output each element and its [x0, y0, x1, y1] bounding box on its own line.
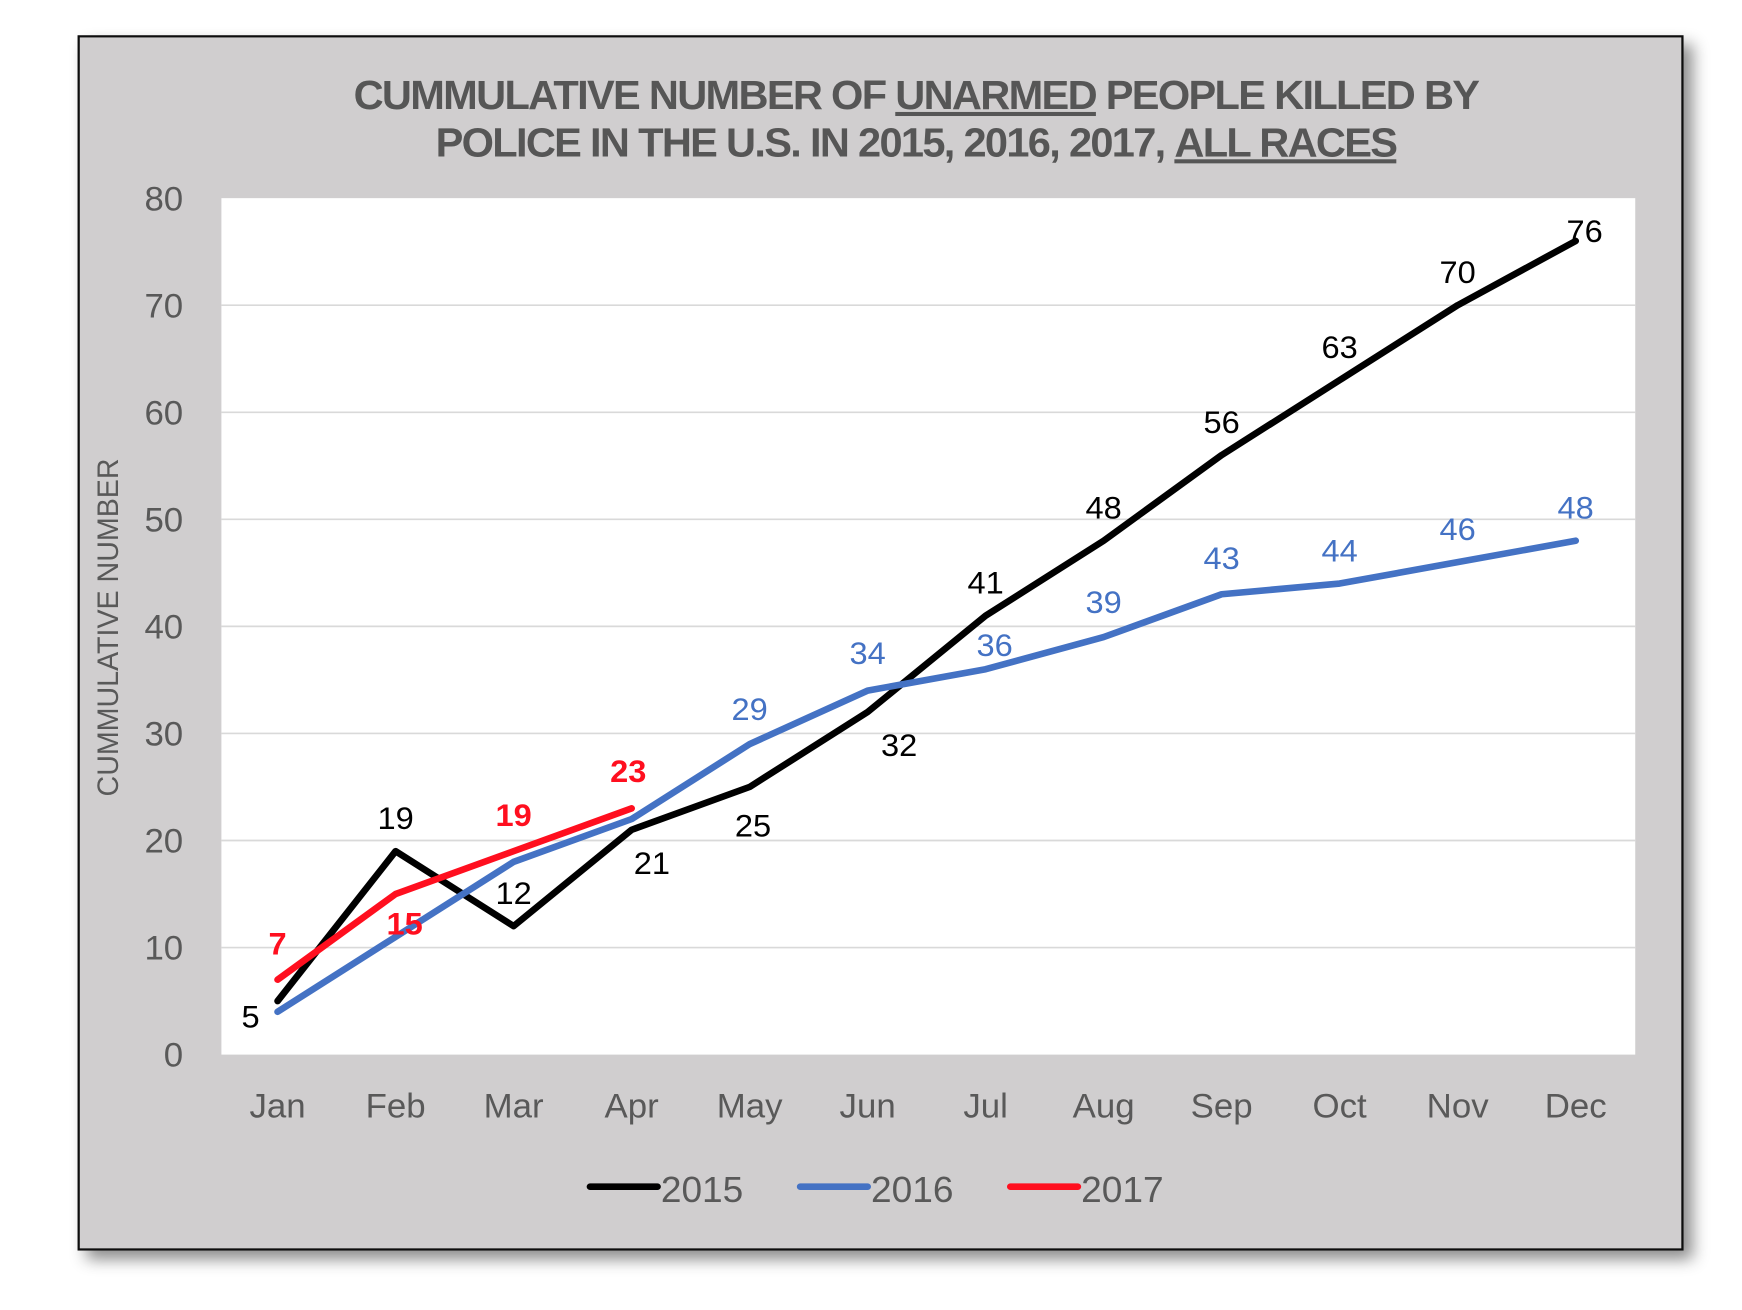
- data-label-2017: 7: [269, 926, 287, 962]
- data-label-2015: 76: [1567, 213, 1603, 249]
- y-axis-label: CUMMULATIVE NUMBER: [93, 458, 125, 796]
- data-label-2017: 15: [386, 906, 422, 942]
- title-part: POLICE IN THE U.S. IN 2015, 2016, 2017,: [436, 120, 1175, 166]
- x-tick-label: Sep: [1191, 1088, 1253, 1126]
- data-label-2015: 32: [881, 727, 917, 763]
- x-tick-label: May: [717, 1088, 784, 1126]
- x-tick-label: Nov: [1427, 1088, 1490, 1126]
- legend-label-2017: 2017: [1081, 1169, 1163, 1210]
- y-tick-label: 80: [144, 181, 183, 219]
- y-tick-label: 10: [144, 930, 183, 968]
- x-tick-label: Mar: [484, 1088, 544, 1126]
- data-label-2015: 63: [1322, 329, 1358, 365]
- y-tick-label: 30: [144, 716, 183, 754]
- x-tick-label: Dec: [1545, 1088, 1607, 1126]
- series-line-2015: [274, 237, 1580, 1005]
- title-part: CUMMULATIVE NUMBER OF: [354, 72, 896, 118]
- series-line-2016: [274, 537, 1580, 1016]
- title-part: PEOPLE KILLED BY: [1096, 72, 1480, 118]
- x-tick-label: Aug: [1073, 1088, 1135, 1126]
- data-label-2015: 19: [377, 800, 413, 836]
- data-label-2016: 29: [731, 691, 767, 727]
- data-label-2016: 43: [1204, 540, 1240, 576]
- data-label-2015: 48: [1086, 490, 1122, 526]
- y-tick-label: 60: [144, 395, 183, 433]
- chart-title-line2: POLICE IN THE U.S. IN 2015, 2016, 2017, …: [436, 120, 1397, 166]
- data-label-2015: 25: [735, 808, 771, 844]
- data-label-2015: 12: [495, 875, 531, 911]
- legend-label-2016: 2016: [871, 1169, 953, 1210]
- title-part: UNARMED: [895, 72, 1096, 118]
- y-tick-label: 40: [144, 609, 183, 647]
- data-label-2015: 56: [1204, 404, 1240, 440]
- chart-title-line1: CUMMULATIVE NUMBER OF UNARMED PEOPLE KIL…: [354, 72, 1480, 118]
- y-tick-label: 50: [144, 502, 183, 540]
- data-label-2017: 19: [495, 797, 531, 833]
- data-label-2016: 44: [1322, 533, 1358, 569]
- legend-label-2015: 2015: [661, 1169, 743, 1210]
- y-tick-label: 0: [164, 1037, 183, 1075]
- x-tick-label: Jun: [840, 1088, 896, 1126]
- series-line-2017: [274, 805, 635, 983]
- data-label-2016: 48: [1558, 490, 1594, 526]
- data-label-2015: 41: [968, 565, 1004, 601]
- title-part: ALL RACES: [1174, 120, 1396, 166]
- data-label-2016: 34: [850, 635, 886, 671]
- data-label-2016: 46: [1440, 511, 1476, 547]
- data-label-2016: 39: [1086, 584, 1122, 620]
- data-label-2017: 23: [610, 753, 646, 789]
- x-tick-label: Jan: [250, 1088, 306, 1126]
- x-tick-label: Feb: [366, 1088, 426, 1126]
- data-label-2015: 5: [242, 999, 260, 1035]
- data-label-2015: 21: [634, 845, 670, 881]
- data-label-2015: 70: [1440, 254, 1476, 290]
- data-label-2016: 36: [977, 627, 1013, 663]
- y-tick-label: 70: [144, 288, 183, 326]
- x-tick-label: Apr: [605, 1088, 659, 1126]
- x-tick-label: Oct: [1313, 1088, 1368, 1126]
- y-tick-label: 20: [144, 823, 183, 861]
- x-tick-label: Jul: [963, 1088, 1008, 1126]
